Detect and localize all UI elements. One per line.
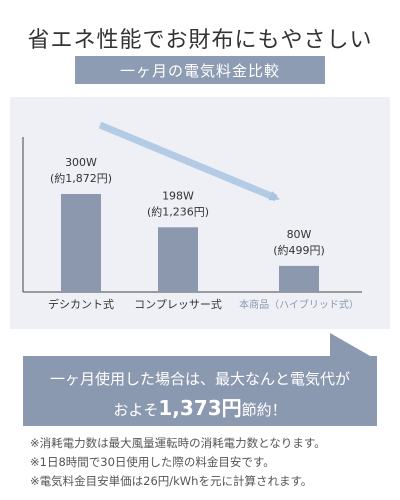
callout-line2: およそ1,373円節約！ (23, 392, 377, 421)
callout-suffix: 節約！ (241, 401, 287, 419)
footnote-3: ※電気料金目安単価は26円/kWhを元に計算されます。 (30, 474, 313, 488)
subhead-banner: 一ヶ月の電気料金比較 (75, 56, 325, 84)
callout-tail (330, 333, 372, 357)
bar-value-label-3: 80W (287, 228, 312, 241)
savings-callout: 一ヶ月使用した場合は、最大なんと電気代が およそ1,373円節約！ (23, 356, 377, 426)
bar-2 (158, 227, 198, 292)
callout-line1: 一ヶ月使用した場合は、最大なんと電気代が (49, 370, 350, 388)
footnotes: ※消耗電力数は最大風量運転時の消耗電力数となります。 ※1日8時間で30日使用し… (30, 434, 390, 491)
trend-arrow (98, 121, 280, 202)
category-label-1: デシカント式 (48, 297, 114, 311)
chart-panel: 300W (約1,872円) デシカント式 198W (約1,236円) コンプレッサー式… (10, 97, 390, 329)
category-label-3: 本商品（ハイブリッド式） (239, 298, 359, 311)
callout-prefix: およそ (113, 401, 159, 419)
bar-cost-label-2: (約1,236円) (147, 204, 209, 218)
bar-1 (61, 194, 101, 292)
bar-chart: 300W (約1,872円) デシカント式 198W (約1,236円) コンプレッサー式… (22, 121, 362, 311)
footnote-2: ※1日8時間で30日使用した際の料金目安です。 (30, 455, 275, 469)
bar-value-label-2: 198W (162, 189, 194, 202)
footnote-1: ※消耗電力数は最大風量運転時の消耗電力数となります。 (30, 436, 326, 450)
bar-cost-label-3: (約499円) (273, 243, 325, 257)
bar-3 (279, 265, 319, 292)
bar-cost-label-1: (約1,872円) (50, 171, 112, 185)
bar-value-label-1: 300W (65, 156, 97, 169)
headline: 省エネ性能でお財布にもやさしい (27, 28, 373, 53)
category-label-2: コンプレッサー式 (134, 298, 222, 311)
savings-amount: 1,373円 (158, 396, 242, 420)
